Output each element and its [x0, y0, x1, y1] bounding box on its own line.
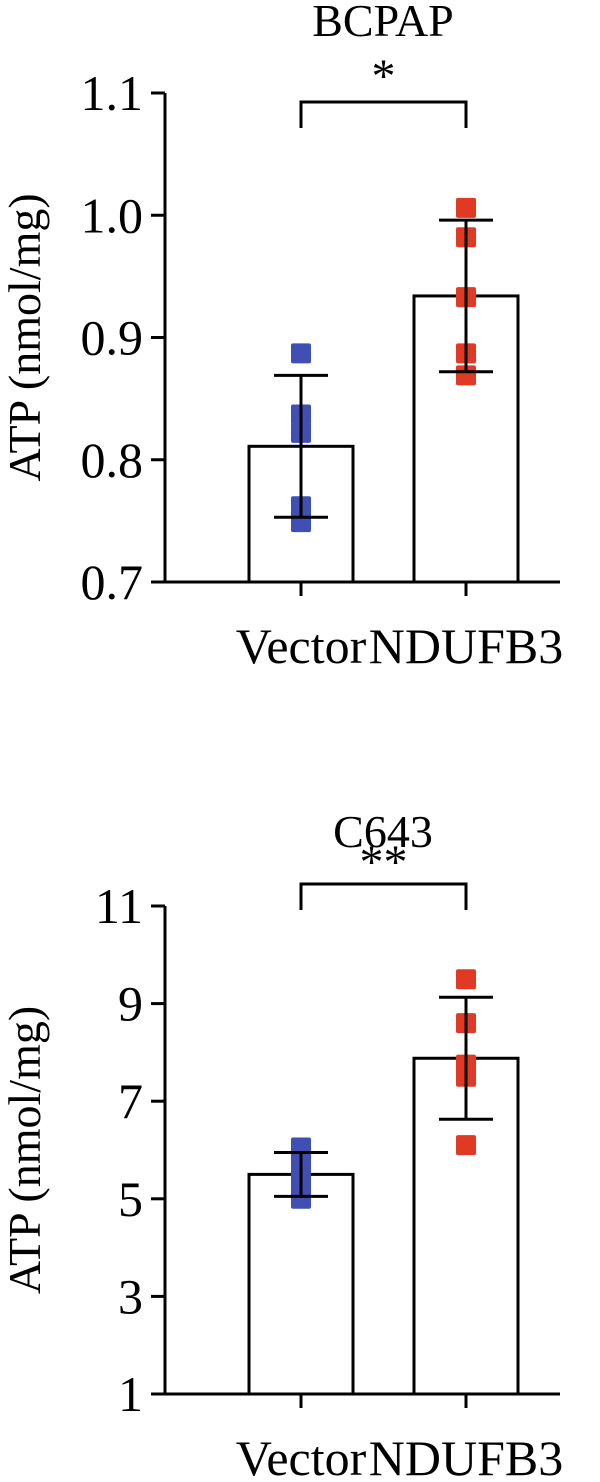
chart-2: C643 ATP (nmol/mg) 1 3 5 7 9 11 Vector NDUFB3 ** [0, 806, 563, 1482]
data-point [456, 969, 476, 990]
y-tick-label: 1 [118, 1366, 143, 1422]
chart-title: BCPAP [312, 0, 454, 46]
y-tick-label: 11 [95, 878, 143, 934]
y-tick-label: 3 [118, 1268, 143, 1324]
data-point [456, 197, 476, 218]
data-point [291, 343, 311, 364]
y-tick-label: 0.9 [81, 310, 144, 366]
y-axis-label: ATP (nmol/mg) [0, 1006, 50, 1294]
x-tick-label: NDUFB3 [369, 1430, 563, 1482]
data-point [291, 1188, 311, 1209]
x-tick-label: Vector [236, 618, 367, 674]
y-tick-label: 5 [118, 1171, 143, 1227]
y-tick-label: 7 [118, 1073, 143, 1129]
y-tick-label: 0.7 [81, 554, 144, 610]
y-axis-label: ATP (nmol/mg) [0, 193, 50, 481]
x-tick-label: Vector [236, 1430, 367, 1482]
significance-label: * [372, 50, 396, 103]
significance-bracket [299, 882, 468, 910]
y-tick-label: 1.0 [81, 187, 144, 243]
data-point [456, 1135, 476, 1156]
y-tick-label: 1.1 [81, 65, 144, 121]
significance-bracket [299, 100, 468, 128]
y-tick-label: 9 [118, 976, 143, 1032]
significance-label: ** [360, 836, 408, 889]
chart-1: BCPAP ATP (nmol/mg) 0.7 0.8 0.9 1.0 1.1 Vector N… [0, 0, 563, 674]
chart-title: C643 [333, 806, 433, 857]
x-tick-label: NDUFB3 [369, 618, 563, 674]
y-tick-label: 0.8 [81, 432, 144, 488]
